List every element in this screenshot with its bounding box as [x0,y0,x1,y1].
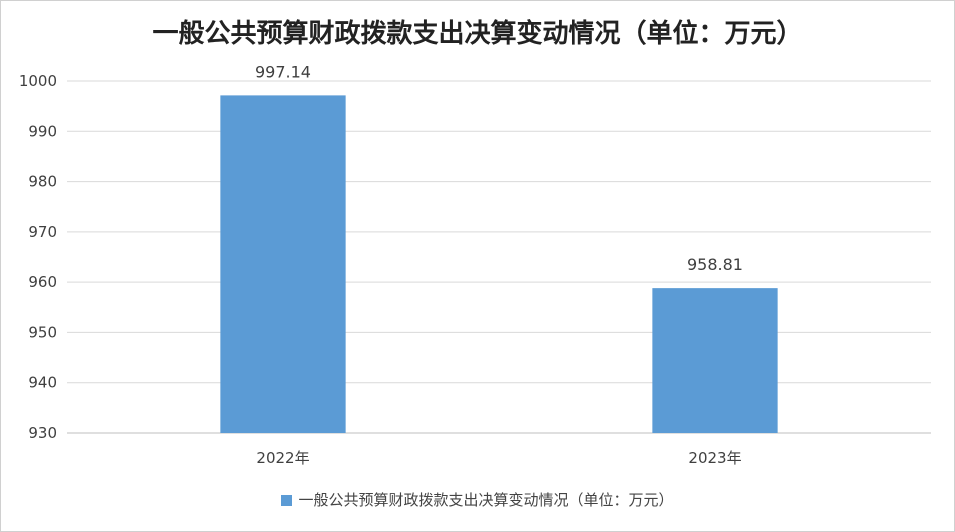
y-tick-label: 940 [28,374,57,392]
x-tick-label: 2023年 [688,449,741,467]
data-label: 958.81 [687,255,743,274]
x-tick-label: 2022年 [256,449,309,467]
y-tick-label: 930 [28,424,57,442]
chart-title: 一般公共预算财政拨款支出决算变动情况（单位：万元） [152,19,803,49]
y-tick-label: 980 [28,173,57,191]
legend-swatch [281,495,293,506]
y-tick-label: 1000 [19,72,57,90]
y-tick-label: 990 [28,122,57,140]
y-tick-label: 970 [28,223,57,241]
legend-label: 一般公共预算财政拨款支出决算变动情况（单位：万元） [298,491,674,509]
bar [220,95,346,433]
data-label: 997.14 [255,62,311,81]
bar [652,288,778,433]
chart-legend: 一般公共预算财政拨款支出决算变动情况（单位：万元） [1,489,954,510]
y-tick-label: 950 [28,323,57,341]
y-tick-label: 960 [28,273,57,291]
